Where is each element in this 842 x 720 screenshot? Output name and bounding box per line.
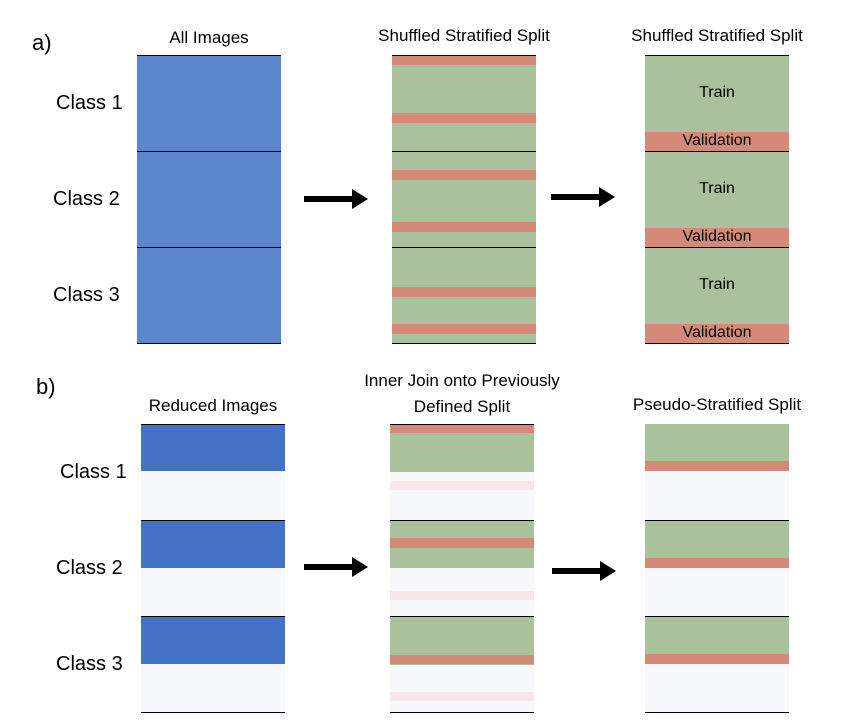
split-block (645, 55, 789, 343)
divider (390, 424, 534, 425)
reduced-images-block (141, 424, 285, 471)
divider (141, 616, 285, 617)
divider (645, 55, 789, 56)
validation-label: Validation (682, 324, 752, 341)
validation-stripe (392, 170, 536, 180)
validation-stripe (390, 424, 534, 433)
divider (645, 616, 789, 617)
divider (392, 55, 536, 56)
reduced-images-block (141, 520, 285, 568)
class-3-label: Class 3 (56, 653, 123, 675)
panel-a-label: a) (32, 30, 52, 55)
divider (392, 343, 536, 344)
divider (141, 424, 285, 425)
divider (645, 712, 789, 713)
arrow-right-icon (304, 557, 368, 577)
shuffled-split-title-2: Shuffled Stratified Split (631, 26, 803, 45)
validation-stripe (645, 461, 789, 471)
validation-stripe (392, 55, 536, 65)
arrow-right-icon (304, 189, 368, 209)
pseudo-stratified-title: Pseudo-Stratified Split (632, 395, 802, 414)
arrow-right-icon (552, 561, 616, 581)
class-3-label: Class 3 (53, 284, 120, 306)
pseudo-split-background (645, 424, 789, 712)
class-2-label: Class 2 (53, 188, 120, 210)
divider (645, 343, 789, 344)
validation-stripe (392, 113, 536, 123)
divider (137, 247, 281, 248)
divider (645, 247, 789, 248)
removed-stripe (390, 692, 534, 701)
divider (137, 151, 281, 152)
inner-join-title-line1: Inner Join onto Previously (364, 371, 560, 390)
all-images-title: All Images (169, 28, 249, 47)
validation-label: Validation (682, 132, 752, 149)
divider (390, 616, 534, 617)
validation-stripe (392, 324, 536, 334)
train-label: Train (699, 276, 735, 293)
divider (645, 520, 789, 521)
divider (392, 151, 536, 152)
reduced-images-block (141, 616, 285, 664)
inner-join-title-line2: Defined Split (413, 397, 511, 416)
divider (141, 520, 285, 521)
shuffled-split-block (392, 55, 536, 343)
removed-stripe (390, 481, 534, 490)
validation-stripe (392, 222, 536, 232)
validation-block (645, 132, 789, 151)
divider (390, 712, 534, 713)
validation-stripe (392, 287, 536, 297)
divider (645, 151, 789, 152)
validation-block (645, 228, 789, 247)
validation-stripe (645, 654, 789, 664)
divider (390, 520, 534, 521)
divider (137, 343, 281, 344)
class-2-label: Class 2 (56, 557, 123, 579)
reduced-images-title: Reduced Images (148, 396, 278, 415)
removed-stripe (390, 591, 534, 600)
train-label: Train (699, 84, 735, 101)
divider (137, 55, 281, 56)
train-label: Train (699, 180, 735, 197)
validation-stripe (390, 655, 534, 664)
class-1-label: Class 1 (56, 92, 123, 114)
arrow-right-icon (551, 187, 615, 207)
validation-stripe (645, 558, 789, 568)
panel-b-label: b) (36, 374, 56, 399)
class-1-label: Class 1 (60, 461, 127, 483)
divider (392, 247, 536, 248)
shuffled-split-title: Shuffled Stratified Split (378, 26, 550, 45)
reduced-images-background (141, 424, 285, 712)
validation-block (645, 324, 789, 343)
divider (141, 712, 285, 713)
validation-label: Validation (682, 228, 752, 245)
all-images-block (137, 55, 281, 343)
validation-stripe (390, 538, 534, 548)
